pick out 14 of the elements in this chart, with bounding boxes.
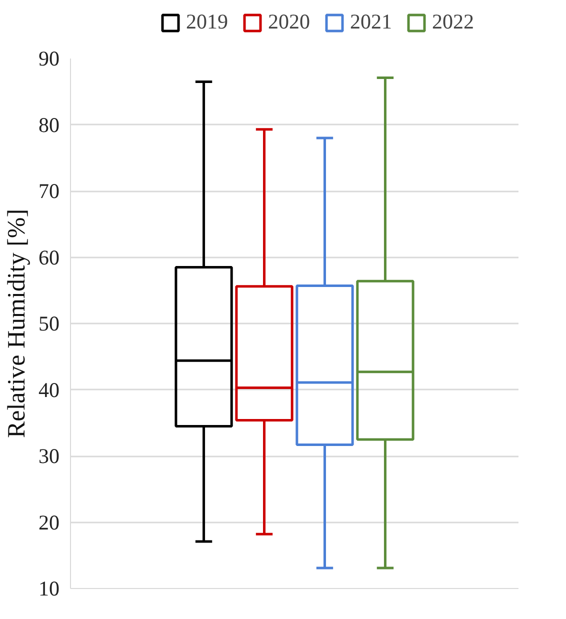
y-tick-label: 60 bbox=[38, 245, 60, 270]
y-tick-label: 20 bbox=[38, 510, 60, 534]
y-axis-title: Relative Humidity [%] bbox=[4, 208, 30, 438]
legend-label: 2021 bbox=[350, 10, 392, 34]
y-tick-label: 80 bbox=[38, 112, 60, 137]
y-tick-label: 50 bbox=[38, 312, 60, 336]
y-tick-label: 90 bbox=[38, 46, 60, 70]
y-tick-label: 30 bbox=[38, 444, 60, 468]
legend-label: 2020 bbox=[268, 10, 310, 34]
legend-label: 2022 bbox=[432, 10, 474, 34]
y-tick-label: 10 bbox=[38, 576, 60, 600]
y-tick-label: 70 bbox=[38, 179, 60, 203]
y-tick-label: 40 bbox=[38, 378, 60, 402]
legend-label: 2019 bbox=[186, 10, 228, 34]
